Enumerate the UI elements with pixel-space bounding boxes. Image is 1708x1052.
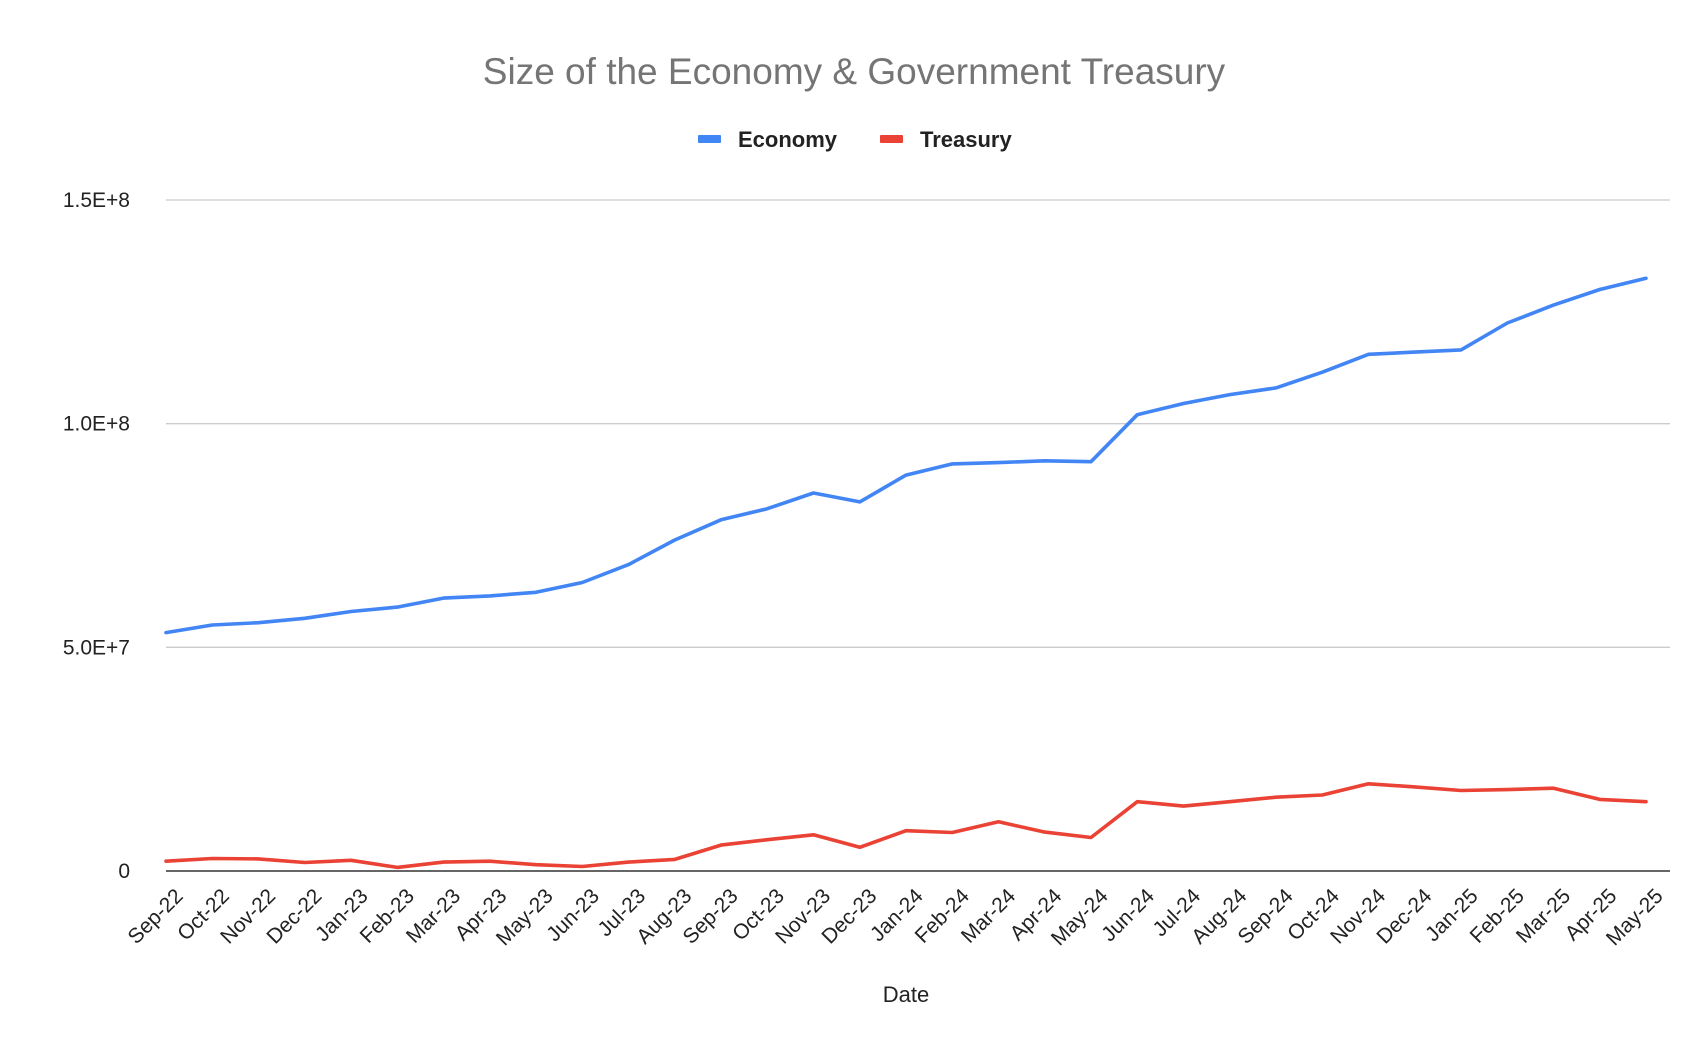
y-tick-label: 1.0E+8	[63, 413, 130, 436]
series-line-treasury	[164, 781, 1648, 870]
x-tick-label: Sep-22	[124, 884, 188, 948]
legend-label-treasury: Treasury	[920, 127, 1012, 152]
x-axis-title: Date	[883, 982, 929, 1007]
y-tick-label: 1.5E+8	[63, 189, 130, 212]
legend-swatch-economy	[698, 135, 721, 143]
legend-swatch-treasury	[880, 135, 903, 143]
gridlines	[166, 199, 1670, 648]
legend: Economy Treasury	[698, 127, 1012, 152]
x-tick-label: Jun-23	[542, 884, 604, 946]
y-axis-ticks: 0 5.0E+7 1.0E+8 1.5E+8	[63, 189, 130, 883]
x-axis-ticks: Sep-22Oct-22Nov-22Dec-22Jan-23Feb-23Mar-…	[124, 884, 1668, 950]
legend-label-economy: Economy	[738, 127, 838, 152]
legend-item-treasury[interactable]: Treasury	[880, 127, 1012, 152]
x-tick-label: Jun-24	[1097, 884, 1159, 946]
series-lines	[164, 276, 1648, 870]
chart-title: Size of the Economy & Government Treasur…	[483, 51, 1226, 92]
y-tick-label: 5.0E+7	[63, 636, 130, 659]
series-line-economy	[164, 276, 1648, 635]
legend-item-economy[interactable]: Economy	[698, 127, 838, 152]
y-tick-label: 0	[118, 860, 130, 883]
